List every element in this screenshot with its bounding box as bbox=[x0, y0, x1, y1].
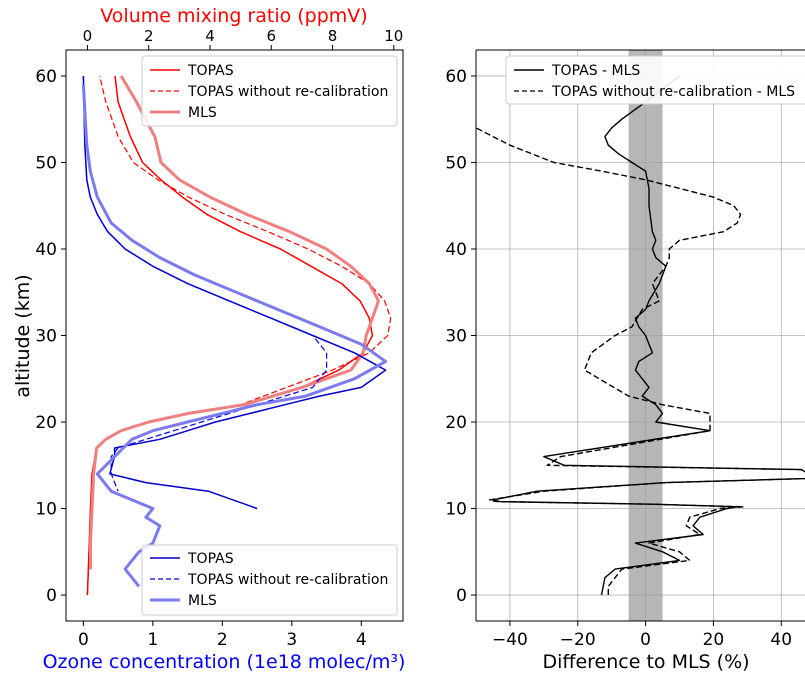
legend-blue-box bbox=[141, 544, 398, 616]
left-y-ticks: 0 10 20 30 40 50 60 bbox=[35, 67, 66, 606]
right-y-tick-label-5: 50 bbox=[445, 153, 467, 173]
right-series-1 bbox=[476, 127, 805, 595]
left-series-group bbox=[81, 75, 392, 596]
left-x-bottom-tick-label-3: 3 bbox=[286, 630, 297, 650]
left-x-ticks-bottom: 0 1 2 3 4 bbox=[78, 621, 367, 650]
legend-red-topas-label: TOPAS bbox=[187, 63, 234, 79]
right-y-ticks: 0 10 20 30 40 50 60 bbox=[445, 67, 476, 606]
left-plot-frame bbox=[66, 50, 403, 621]
left-x-bottom-tick-label-0: 0 bbox=[78, 630, 89, 650]
legend-red-mls-label: MLS bbox=[188, 105, 217, 121]
right-y-tick-label-6: 60 bbox=[445, 67, 467, 87]
right-y-tick-label-2: 20 bbox=[445, 413, 467, 433]
legend-red-norecal-label: TOPAS without re-calibration bbox=[187, 84, 388, 100]
legend-blue: TOPAS TOPAS without re-calibration MLS bbox=[141, 544, 398, 616]
legend-blue-mls-label: MLS bbox=[188, 593, 217, 609]
left-series-bottom-4 bbox=[82, 75, 328, 492]
left-y-tick-label-0: 0 bbox=[46, 586, 57, 606]
left-series-bottom-5 bbox=[81, 84, 388, 588]
left-series-top-1 bbox=[86, 75, 392, 596]
right-x-tick-label-4: 40 bbox=[770, 630, 792, 650]
legend-blue-topas-label: TOPAS bbox=[187, 551, 234, 567]
right-x-tick-label-2: 0 bbox=[640, 630, 651, 650]
right-y-tick-label-0: 0 bbox=[456, 586, 467, 606]
right-y-tick-label-3: 30 bbox=[445, 327, 467, 347]
left-x-bottom-tick-label-1: 1 bbox=[147, 630, 158, 650]
left-x-ticks-top: 0 2 4 6 8 10 bbox=[83, 27, 403, 50]
left-y-tick-label-1: 10 bbox=[35, 500, 57, 520]
left-bottom-axis-label: Ozone concentration (1e18 molec/m³) bbox=[43, 651, 406, 673]
legend-right-norecal-label: TOPAS without re-calibration - MLS bbox=[551, 84, 795, 100]
left-x-top-tick-label-3: 6 bbox=[266, 27, 276, 45]
right-panel: 0 10 20 30 40 50 60 −40 −20 0 20 40 Difference to … bbox=[445, 49, 805, 673]
left-series-top-2 bbox=[89, 75, 380, 570]
left-y-tick-label-5: 50 bbox=[35, 153, 57, 173]
legend-right-topas-label: TOPAS - MLS bbox=[551, 63, 640, 79]
legend-right: TOPAS - MLS TOPAS without re-calibration… bbox=[505, 55, 805, 105]
legend-red-box bbox=[141, 55, 398, 127]
legend-red: TOPAS TOPAS without re-calibration MLS bbox=[141, 55, 398, 127]
left-y-tick-label-2: 20 bbox=[35, 413, 57, 433]
left-y-tick-label-4: 40 bbox=[35, 240, 57, 260]
left-top-axis-label: Volume mixing ratio (ppmV) bbox=[100, 5, 367, 27]
left-panel: 0 10 20 30 40 50 60 0 1 2 3 4 0 2 4 6 8 10 Volume mixin… bbox=[12, 5, 405, 673]
left-y-tick-label-6: 60 bbox=[35, 67, 57, 87]
right-series-group bbox=[476, 75, 805, 596]
left-x-top-tick-label-0: 0 bbox=[83, 27, 93, 45]
left-x-top-tick-label-4: 8 bbox=[328, 27, 338, 45]
left-x-bottom-tick-label-4: 4 bbox=[356, 630, 367, 650]
legend-blue-norecal-label: TOPAS without re-calibration bbox=[187, 572, 388, 588]
left-x-top-tick-label-1: 2 bbox=[144, 27, 154, 45]
right-series-0 bbox=[492, 75, 805, 596]
right-y-tick-label-1: 10 bbox=[445, 500, 467, 520]
left-x-top-tick-label-2: 4 bbox=[205, 27, 215, 45]
right-y-tick-label-4: 40 bbox=[445, 240, 467, 260]
right-x-tick-label-1: −20 bbox=[560, 630, 596, 650]
right-x-axis-label: Difference to MLS (%) bbox=[542, 651, 749, 673]
right-x-ticks: −40 −20 0 20 40 bbox=[492, 621, 792, 650]
left-y-axis-label: altitude (km) bbox=[12, 274, 34, 397]
right-x-tick-label-0: −40 bbox=[492, 630, 528, 650]
left-x-top-tick-label-5: 10 bbox=[384, 27, 403, 45]
left-y-tick-label-3: 30 bbox=[35, 327, 57, 347]
legend-right-box bbox=[505, 55, 805, 105]
left-x-bottom-tick-label-2: 2 bbox=[217, 630, 228, 650]
right-x-tick-label-3: 20 bbox=[703, 630, 725, 650]
